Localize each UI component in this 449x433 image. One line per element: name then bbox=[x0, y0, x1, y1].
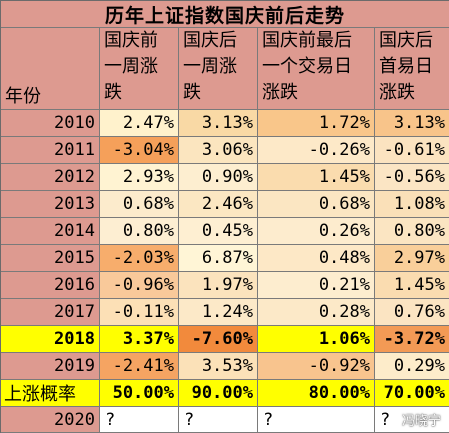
table-title: 历年上证指数国庆前后走势 bbox=[1, 1, 449, 28]
year-cell: 2016 bbox=[1, 272, 100, 299]
year-cell: 2010 bbox=[1, 110, 100, 137]
value-cell-highlight: 3.37% bbox=[100, 326, 179, 353]
value-cell-highlight: -3.72% bbox=[375, 326, 449, 353]
value-cell: 0.29% bbox=[375, 353, 449, 380]
value-cell: 6.87% bbox=[179, 245, 258, 272]
rise-probability-cell: 80.00% bbox=[258, 380, 375, 407]
value-cell: -0.56% bbox=[375, 164, 449, 191]
value-cell: 2.97% bbox=[375, 245, 449, 272]
value-cell: 1.97% bbox=[179, 272, 258, 299]
value-cell: -2.41% bbox=[100, 353, 179, 380]
year-cell: 2020 bbox=[1, 407, 100, 433]
unknown-cell: ? bbox=[179, 407, 258, 433]
unknown-cell: ? bbox=[258, 407, 375, 433]
header-week-after: 国庆后 一周涨 跌 bbox=[179, 28, 258, 110]
watermark: 冯晓宁 bbox=[401, 414, 441, 429]
value-cell: -0.92% bbox=[258, 353, 375, 380]
value-cell: 3.53% bbox=[179, 353, 258, 380]
rise-probability-label: 上涨概率 bbox=[1, 380, 100, 407]
value-cell: -0.26% bbox=[258, 137, 375, 164]
value-cell: 0.76% bbox=[375, 299, 449, 326]
unknown-cell: ? bbox=[100, 407, 179, 433]
value-cell-highlight: 1.06% bbox=[258, 326, 375, 353]
value-cell: 2.47% bbox=[100, 110, 179, 137]
value-cell: 2.46% bbox=[179, 191, 258, 218]
value-cell: 1.72% bbox=[258, 110, 375, 137]
value-cell: 3.13% bbox=[375, 110, 449, 137]
value-cell: 0.26% bbox=[258, 218, 375, 245]
value-cell: 3.13% bbox=[179, 110, 258, 137]
value-cell: 1.08% bbox=[375, 191, 449, 218]
value-cell: 0.68% bbox=[258, 191, 375, 218]
value-cell: 0.48% bbox=[258, 245, 375, 272]
value-cell: 0.68% bbox=[100, 191, 179, 218]
year-cell: 2015 bbox=[1, 245, 100, 272]
value-cell: 0.28% bbox=[258, 299, 375, 326]
header-year: 年份 bbox=[1, 28, 100, 110]
value-cell: 0.90% bbox=[179, 164, 258, 191]
value-cell: 0.45% bbox=[179, 218, 258, 245]
header-week-before: 国庆前 一周涨 跌 bbox=[100, 28, 179, 110]
year-cell: 2012 bbox=[1, 164, 100, 191]
value-cell: 3.06% bbox=[179, 137, 258, 164]
value-cell: -0.96% bbox=[100, 272, 179, 299]
value-cell: 1.24% bbox=[179, 299, 258, 326]
value-cell: 0.80% bbox=[375, 218, 449, 245]
value-cell: 1.45% bbox=[375, 272, 449, 299]
rise-probability-cell: 50.00% bbox=[100, 380, 179, 407]
value-cell: 0.80% bbox=[100, 218, 179, 245]
value-cell: -0.61% bbox=[375, 137, 449, 164]
year-cell: 2011 bbox=[1, 137, 100, 164]
header-last-day-before: 国庆前最后 一个交易日 涨跌 bbox=[258, 28, 375, 110]
value-cell: -0.11% bbox=[100, 299, 179, 326]
value-cell: -2.03% bbox=[100, 245, 179, 272]
year-cell-highlight: 2018 bbox=[1, 326, 100, 353]
header-first-day-after: 国庆后 首易日 涨跌 bbox=[375, 28, 449, 110]
year-cell: 2014 bbox=[1, 218, 100, 245]
value-cell: 0.21% bbox=[258, 272, 375, 299]
rise-probability-cell: 90.00% bbox=[179, 380, 258, 407]
value-cell-highlight: -7.60% bbox=[179, 326, 258, 353]
year-cell: 2019 bbox=[1, 353, 100, 380]
value-cell: 1.45% bbox=[258, 164, 375, 191]
value-cell: 2.93% bbox=[100, 164, 179, 191]
year-cell: 2013 bbox=[1, 191, 100, 218]
rise-probability-cell: 70.00% bbox=[375, 380, 449, 407]
year-cell: 2017 bbox=[1, 299, 100, 326]
value-cell: -3.04% bbox=[100, 137, 179, 164]
